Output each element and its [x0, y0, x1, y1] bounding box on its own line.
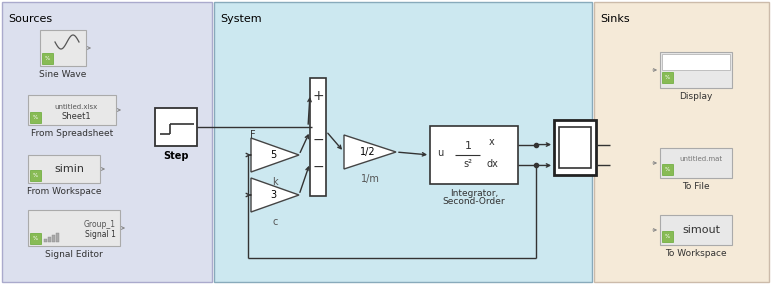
Text: u: u	[437, 148, 443, 158]
Bar	[662, 231, 673, 242]
Text: Integrator,: Integrator,	[449, 189, 498, 198]
Bar	[28, 95, 116, 125]
Text: %: %	[33, 115, 38, 120]
Bar	[559, 127, 591, 168]
Text: To File: To File	[682, 182, 710, 191]
Text: 5: 5	[270, 150, 276, 160]
Bar	[594, 2, 769, 282]
Text: %: %	[33, 236, 38, 241]
Text: System: System	[220, 14, 261, 24]
Text: x: x	[489, 137, 495, 147]
Text: From Spreadsheet: From Spreadsheet	[31, 129, 113, 138]
Text: Sources: Sources	[8, 14, 52, 24]
Bar	[30, 170, 41, 181]
Bar	[28, 210, 120, 246]
Text: Group_1: Group_1	[84, 220, 116, 229]
Bar	[214, 2, 592, 282]
Polygon shape	[251, 178, 299, 212]
Bar	[430, 126, 518, 184]
Text: 1: 1	[464, 141, 472, 151]
Text: simout: simout	[682, 225, 720, 235]
Text: s²: s²	[463, 159, 473, 169]
Text: Step: Step	[163, 151, 189, 161]
Bar	[660, 52, 732, 88]
Bar	[56, 233, 59, 242]
Text: −: −	[312, 160, 324, 174]
Text: Sinks: Sinks	[600, 14, 630, 24]
Bar	[554, 120, 596, 175]
Bar	[40, 30, 86, 66]
Text: dx: dx	[486, 159, 498, 169]
Text: k: k	[272, 177, 278, 187]
Bar	[662, 54, 730, 70]
Text: +: +	[312, 89, 324, 103]
Text: Signal 1: Signal 1	[85, 230, 116, 239]
Text: simin: simin	[54, 164, 84, 174]
Bar	[42, 53, 53, 64]
Text: %: %	[33, 173, 38, 178]
Text: −: −	[312, 132, 324, 146]
Text: untitled.xlsx: untitled.xlsx	[55, 104, 98, 110]
Text: %: %	[665, 167, 670, 172]
Text: %: %	[665, 75, 670, 80]
Bar	[155, 108, 197, 146]
Text: 1/2: 1/2	[360, 147, 375, 157]
Bar	[662, 72, 673, 83]
Polygon shape	[344, 135, 396, 169]
Bar	[310, 78, 326, 196]
Text: %: %	[665, 234, 670, 239]
Bar	[52, 235, 55, 242]
Text: From Workspace: From Workspace	[27, 187, 101, 196]
Text: F: F	[250, 130, 256, 140]
Text: %: %	[45, 56, 50, 61]
Bar	[30, 112, 41, 123]
Text: c: c	[272, 217, 278, 227]
Text: 1/m: 1/m	[361, 174, 379, 184]
Text: Second-Order: Second-Order	[443, 197, 505, 206]
Bar	[48, 237, 51, 242]
Bar	[660, 148, 732, 178]
Bar	[662, 164, 673, 175]
Text: untitled.mat: untitled.mat	[679, 156, 722, 162]
Polygon shape	[251, 138, 299, 172]
Text: Display: Display	[679, 92, 712, 101]
Bar	[660, 215, 732, 245]
Text: 3: 3	[270, 190, 276, 200]
Bar	[28, 155, 100, 183]
Bar	[2, 2, 212, 282]
Text: Signal Editor: Signal Editor	[45, 250, 103, 259]
Text: Sine Wave: Sine Wave	[39, 70, 86, 79]
Text: To Workspace: To Workspace	[665, 249, 727, 258]
Bar	[30, 233, 41, 244]
Text: Sheet1: Sheet1	[61, 112, 91, 121]
Bar	[44, 239, 47, 242]
